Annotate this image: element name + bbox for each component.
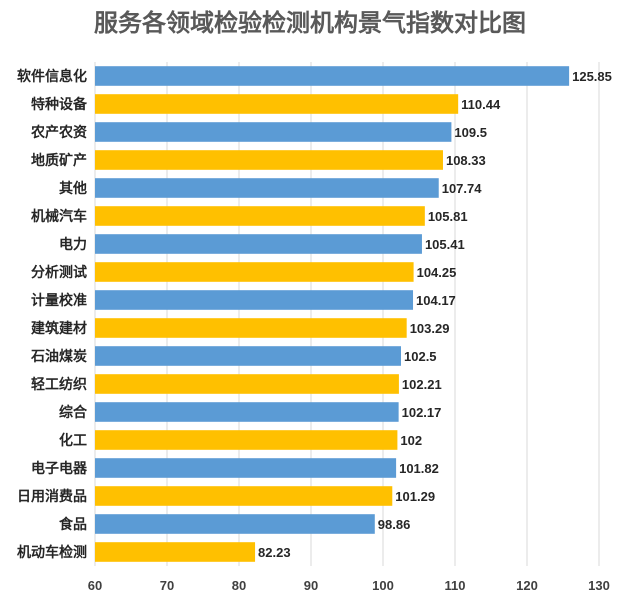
bar [95,178,439,198]
x-tick-label: 70 [160,578,174,593]
data-label: 101.29 [395,489,435,504]
data-label: 102 [400,433,422,448]
bar [95,458,397,478]
category-label: 地质矿产 [31,152,87,169]
value-labels: 125.85 110.44 109.5 108.33 107.74 105.81 105.4… [258,69,612,560]
bar [95,374,399,394]
data-label: 109.5 [454,125,487,140]
category-label: 软件信息化 [17,68,87,85]
data-label: 98.86 [378,517,411,532]
x-axis-ticks: 60 70 80 90 100 110 120 130 [88,578,610,593]
category-label: 食品 [59,516,87,533]
category-label: 农产农资 [30,124,87,141]
category-label: 特种设备 [31,96,88,113]
category-label: 综合 [59,404,88,421]
data-label: 102.5 [404,349,437,364]
bar [95,430,398,450]
category-label: 石油煤炭 [30,348,87,365]
category-label: 电子电器 [31,460,88,477]
data-label: 102.17 [402,405,442,420]
category-label: 化工 [59,432,87,449]
category-label: 其他 [59,180,87,197]
bar [95,346,401,366]
data-label: 103.29 [410,321,450,336]
bar [95,122,452,142]
category-label: 建筑建材 [31,320,87,337]
bar [95,94,459,114]
category-label: 机械汽车 [31,208,87,225]
bar [95,542,256,562]
data-label: 125.85 [572,69,612,84]
x-tick-label: 100 [372,578,394,593]
bars [95,66,570,562]
category-label: 轻工纺织 [31,376,87,393]
data-label: 102.21 [402,377,442,392]
category-label: 计量校准 [31,292,87,309]
bar [95,262,414,282]
bar [95,206,425,226]
category-labels: 软件信息化特种设备农产农资地质矿产其他机械汽车电力分析测试计量校准建筑建材石油煤… [17,68,88,561]
data-label: 110.44 [461,97,501,112]
data-label: 82.23 [258,545,291,560]
bar [95,486,393,506]
data-label: 104.17 [416,293,456,308]
bar [95,318,407,338]
x-tick-label: 90 [304,578,318,593]
bar [95,234,422,254]
x-tick-label: 130 [588,578,610,593]
category-label: 机动车检测 [17,544,87,561]
x-tick-label: 120 [516,578,538,593]
data-label: 105.81 [428,209,468,224]
chart-title: 服务各领域检验检测机构景气指数对比图 [94,9,526,37]
data-label: 101.82 [399,461,439,476]
bar [95,66,570,86]
data-label: 107.74 [442,181,483,196]
x-tick-label: 60 [88,578,102,593]
data-label: 104.25 [417,265,457,280]
gridlines [94,62,600,566]
x-tick-label: 110 [445,578,466,593]
category-label: 电力 [59,236,87,253]
bar [95,514,375,534]
bar [95,150,443,170]
category-label: 分析测试 [31,264,87,281]
bar [95,402,399,422]
data-label: 108.33 [446,153,486,168]
category-label: 日用消费品 [17,488,87,505]
x-tick-label: 80 [232,578,246,593]
data-label: 105.41 [425,237,465,252]
bar [95,290,414,310]
